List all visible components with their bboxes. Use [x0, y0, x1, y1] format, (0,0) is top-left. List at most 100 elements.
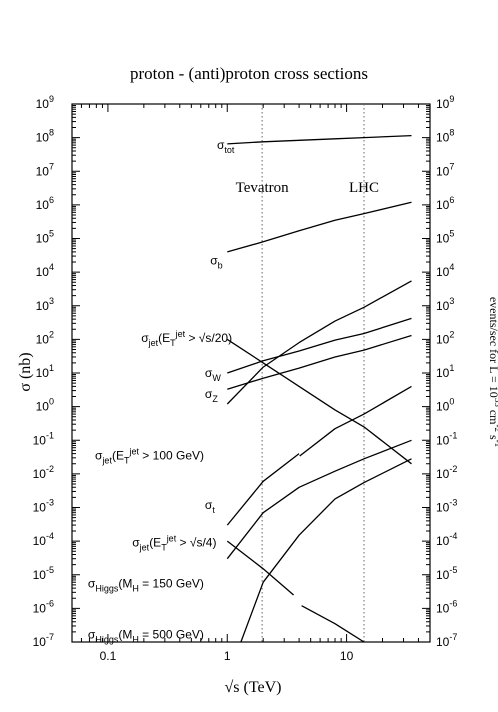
label-subscript: jet — [139, 543, 150, 553]
label-b: σb — [210, 254, 222, 271]
y-tick-base: 10 — [33, 467, 47, 481]
label-subscript: Z — [212, 394, 218, 404]
label-sigma: σ — [217, 138, 225, 152]
label-sigma: σ — [141, 331, 149, 345]
y-tick-base: 10 — [36, 131, 50, 145]
y2-tick-exp: -2 — [449, 464, 457, 474]
y2-label-s: s — [487, 432, 498, 440]
label-paren: (M — [118, 627, 132, 641]
y-tick-exp: -2 — [46, 464, 54, 474]
chart-title: proton - (anti)proton cross sections — [130, 64, 368, 83]
y2-tick-base: 10 — [436, 97, 450, 111]
label-sigma: σ — [205, 366, 213, 380]
y2-tick-label: 104 — [436, 262, 454, 279]
y2-label-exp3: -1 — [493, 440, 498, 448]
y2-tick-exp: -7 — [449, 632, 457, 642]
y2-tick-label: 103 — [436, 296, 454, 313]
x-tick-label: 10 — [340, 649, 354, 663]
y-tick-exp: 8 — [49, 128, 54, 138]
series-jetsqrt20 — [226, 338, 412, 465]
y-tick-exp: 1 — [49, 363, 54, 373]
label-jetsqrt20: σjet(ETjet > √s/20) — [141, 329, 232, 348]
label-condition: = 500 GeV) — [139, 627, 204, 641]
y-tick-label: 109 — [36, 94, 54, 111]
x-tick-label: 1 — [224, 649, 231, 663]
y-tick-base: 10 — [33, 568, 47, 582]
y2-tick-exp: -5 — [449, 565, 457, 575]
series-jet20 — [226, 280, 412, 405]
y-tick-exp: -7 — [46, 632, 54, 642]
label-subscript: t — [212, 505, 215, 515]
y-tick-label: 100 — [36, 397, 54, 414]
label-jets4: σjet(ETjet > √s/4) — [132, 534, 216, 553]
y2-tick-base: 10 — [436, 501, 450, 515]
label-Z: σZ — [205, 387, 218, 404]
y-tick-label: 102 — [36, 329, 54, 346]
y-tick-label: 10-6 — [33, 598, 54, 615]
series-curves — [226, 134, 412, 643]
y2-label-mid: cm — [487, 407, 498, 425]
label-W: σW — [205, 366, 221, 383]
y-tick-exp: 2 — [49, 329, 54, 339]
label-jet20: σjet(ETjet > 100 GeV) — [95, 447, 204, 466]
label-sigma: σ — [95, 449, 103, 463]
y-tick-exp: 9 — [49, 94, 54, 104]
y-tick-label: 101 — [36, 363, 54, 380]
y2-tick-label: 106 — [436, 195, 454, 212]
y-tick-base: 10 — [36, 366, 50, 380]
collider-label-lhc: LHC — [349, 180, 379, 196]
y2-tick-base: 10 — [436, 568, 450, 582]
label-sigma: σ — [88, 576, 96, 590]
y-tick-exp: 3 — [49, 296, 54, 306]
y2-tick-base: 10 — [436, 198, 450, 212]
y2-tick-base: 10 — [436, 467, 450, 481]
series-h150 — [240, 458, 412, 643]
y-tick-label: 10-5 — [33, 565, 54, 582]
y-tick-base: 10 — [33, 601, 47, 615]
y2-tick-exp: 0 — [449, 397, 454, 407]
y2-tick-base: 10 — [436, 164, 450, 178]
tick-marks: 0.1 1 1010910810710610510410310210110010-1… — [33, 94, 458, 663]
label-subscript2: T — [161, 543, 167, 553]
label-condition: = 150 GeV) — [139, 576, 204, 590]
y2-tick-base: 10 — [436, 635, 450, 649]
y2-label-exp2: -2 — [493, 424, 498, 432]
y-tick-label: 106 — [36, 195, 54, 212]
y-tick-label: 10-2 — [33, 464, 54, 481]
y2-tick-label: 108 — [436, 128, 454, 145]
label-sigma: σ — [205, 387, 213, 401]
series-W — [227, 317, 412, 374]
y-tick-exp: 5 — [49, 229, 54, 239]
y2-tick-base: 10 — [436, 534, 450, 548]
y2-tick-exp: -1 — [449, 430, 457, 440]
y-tick-base: 10 — [36, 299, 50, 313]
y-tick-exp: 0 — [49, 397, 54, 407]
collider-lines: Tevatron LHC — [236, 104, 379, 642]
label-t: σt — [205, 498, 215, 515]
label-sigma: σ — [88, 627, 96, 641]
y-tick-label: 105 — [36, 229, 54, 246]
y2-tick-label: 100 — [436, 397, 454, 414]
label-subscript: b — [218, 261, 223, 271]
label-subscript2: T — [170, 338, 176, 348]
y2-tick-exp: 4 — [449, 262, 454, 272]
series-tot — [227, 134, 412, 145]
label-subscript2: T — [124, 456, 130, 466]
y-tick-base: 10 — [36, 332, 50, 346]
y-tick-base: 10 — [33, 433, 47, 447]
y2-tick-label: 109 — [436, 94, 454, 111]
y2-tick-label: 10-2 — [436, 464, 457, 481]
y2-tick-label: 10-7 — [436, 632, 457, 649]
y2-tick-label: 10-3 — [436, 498, 457, 515]
collider-label-tevatron: Tevatron — [236, 180, 290, 196]
y2-tick-exp: 1 — [449, 363, 454, 373]
y-tick-base: 10 — [33, 534, 47, 548]
y-axis-label: σ (nb) — [17, 352, 34, 391]
label-superscript: jet — [166, 534, 177, 544]
y-tick-label: 108 — [36, 128, 54, 145]
label-condition: > 100 GeV) — [139, 449, 204, 463]
label-paren: (E — [158, 331, 170, 345]
y2-tick-label: 107 — [436, 161, 454, 178]
